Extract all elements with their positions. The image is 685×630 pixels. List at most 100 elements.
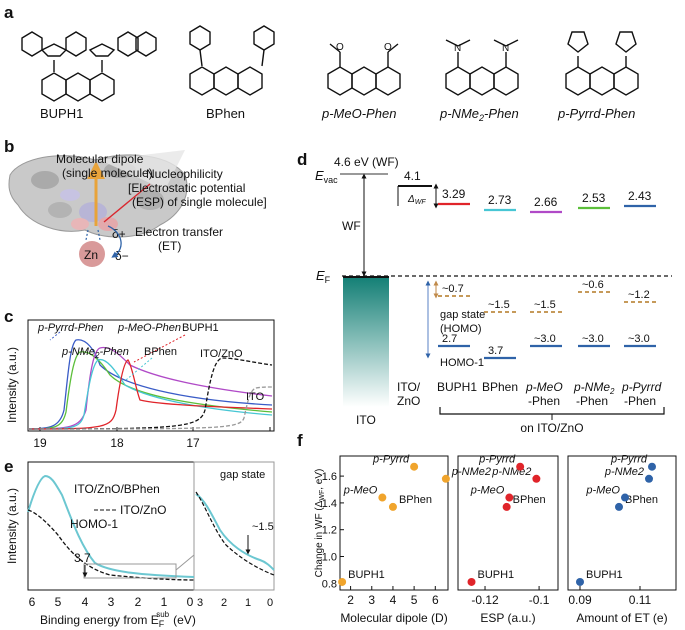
- label-bphen: BPhen: [144, 346, 177, 358]
- gap-value-2: ~1.5: [488, 299, 510, 311]
- point-label-p-MeO: p-MeO: [585, 485, 620, 497]
- evac-label: Evac: [315, 168, 338, 185]
- spectrum-itozno: [27, 357, 273, 430]
- e-inset-xtick-3: 3: [197, 597, 203, 609]
- legend-bphen: ITO/ZnO/BPhen: [74, 482, 160, 496]
- homo1-value-4: ~3.0: [582, 333, 604, 345]
- point-p-NMe2: [645, 474, 653, 483]
- nucleo-label-1: Nucleophilicity: [146, 167, 223, 181]
- col-label-itozno-1: ITO/: [397, 380, 421, 394]
- xtick-label: 6: [432, 593, 439, 607]
- label-nme2: p-NMe2-Phen: [61, 346, 129, 360]
- panel-e-inset-frame: [193, 461, 275, 591]
- molecule-name-p-pyrrd-phen: p-Pyrrd-Phen: [557, 106, 635, 121]
- point-p-Pyrrd: [410, 462, 419, 471]
- panel-c-xtick-19: 19: [33, 436, 47, 450]
- wf-label: WF: [342, 219, 361, 233]
- col-label-pyrrd-2: -Phen: [624, 394, 656, 408]
- panel-label-a: a: [4, 3, 14, 22]
- spectrum-buph1: [27, 359, 273, 430]
- label-gap-state-e: gap state: [220, 469, 265, 481]
- atom-o-left: O: [336, 42, 344, 53]
- molecule-name-bphen: BPhen: [206, 106, 245, 121]
- point-p-MeO: [378, 493, 387, 502]
- homo1-value-3: ~3.0: [534, 333, 556, 345]
- xtick-label: 3: [368, 593, 375, 607]
- xtick-label: -0.1: [529, 593, 550, 607]
- molecule-name-p-nme2-phen: p-NMe2-Phen: [439, 106, 519, 123]
- panel-e-xlabel: Binding energy from EFsub (eV): [40, 610, 196, 629]
- label-ito: ITO: [246, 391, 265, 403]
- gap-value-4: ~0.6: [582, 279, 604, 291]
- col-label-meo-1: p-MeO: [525, 380, 563, 394]
- ytick-label: 1.6: [322, 471, 337, 483]
- chart-xlabel-2: ESP (a.u.): [480, 611, 535, 625]
- et-label-2: (ET): [158, 239, 181, 253]
- e-xtick-6: 6: [29, 595, 36, 609]
- col-label-nme2-1: p-NMe2: [573, 380, 615, 396]
- atom-n-right: N: [502, 43, 509, 54]
- homo1-label-d: HOMO-1: [440, 357, 484, 369]
- zno-wf-value: 4.1: [404, 169, 421, 183]
- zoom-box: [83, 563, 177, 579]
- col-label-itozno-2: ZnO: [397, 394, 420, 408]
- molecule-p-meo-phen: [327, 43, 401, 96]
- ytick-label: 1.0: [322, 552, 337, 564]
- spectrum-e-bphen: [27, 474, 195, 578]
- wf-value-3: 2.66: [534, 195, 558, 209]
- molecule-p-pyrrd-phen: [565, 31, 639, 96]
- e-inset-xtick-1: 1: [245, 597, 251, 609]
- chart-frame-3: [567, 455, 677, 591]
- point-label-BPhen: BPhen: [625, 494, 658, 506]
- molecule-name-p-meo-phen: p-MeO-Phen: [321, 106, 396, 121]
- spectrum-e-inset-bphen: [195, 493, 275, 571]
- atom-o-right: O: [384, 42, 392, 53]
- wf-value-1: 3.29: [442, 187, 466, 201]
- point-BUPH1: [467, 577, 476, 586]
- scatter-chart-3: 0.09 0.11 Amount of ET (e) BUPH1 BPhen p-MeO p…: [567, 454, 677, 625]
- panel-f-ylabel: Change in WF (ΔWF, eV): [314, 469, 326, 578]
- xtick-label: 0.09: [568, 593, 592, 607]
- point-BPhen: [502, 502, 511, 511]
- molecule-buph1: [21, 31, 157, 102]
- point-label-p-MeO: p-MeO: [470, 485, 505, 497]
- e-xtick-2: 2: [135, 595, 142, 609]
- homo1-value-2: 3.7: [488, 345, 503, 357]
- label-itozno: ITO/ZnO: [200, 348, 243, 360]
- gap-value-1: ~0.7: [442, 283, 464, 295]
- chart-frame-2: [457, 455, 559, 591]
- point-label-p-NMe2: p-NMe2: [491, 466, 531, 478]
- point-BPhen: [388, 502, 397, 511]
- e-xtick-1: 1: [161, 595, 168, 609]
- ito-label: ITO: [356, 413, 376, 427]
- point-p-MeO: [505, 493, 514, 502]
- gap-state-label-2: (HOMO): [440, 323, 482, 335]
- panel-label-c: c: [4, 307, 13, 326]
- ytick-label: 1.4: [322, 498, 337, 510]
- label-homo1-e: HOMO-1: [70, 517, 118, 531]
- spectrum-e-itozno: [27, 509, 195, 581]
- label-meo: p-MeO-Phen: [117, 322, 181, 334]
- wf-value-5: 2.43: [628, 189, 652, 203]
- molecule-bphen: [189, 25, 275, 96]
- e-xtick-3: 3: [108, 595, 115, 609]
- panel-label-d: d: [297, 150, 307, 169]
- ytick-label: 1.2: [322, 525, 337, 537]
- nucleo-label-2: [Electrostatic potential: [128, 181, 245, 195]
- label-buph1: BUPH1: [182, 322, 219, 334]
- panel-label-e: e: [4, 457, 13, 476]
- point-BUPH1: [338, 577, 347, 586]
- e-xtick-0: 0: [187, 595, 194, 609]
- molecule-name-buph1: BUPH1: [40, 106, 83, 121]
- point-BUPH1: [576, 577, 584, 586]
- col-label-nme2-2: -Phen: [576, 394, 608, 408]
- molecule-surface-illustration: [8, 150, 188, 238]
- e-inset-xtick-2: 2: [221, 597, 227, 609]
- nucleo-pointer: [103, 183, 151, 223]
- bracket: [439, 407, 665, 415]
- et-label-1: Electron transfer: [135, 225, 223, 239]
- panel-c-xtick-17: 17: [186, 436, 200, 450]
- homo1-value-1: 2.7: [442, 333, 457, 345]
- scatter-chart-2: -0.12 -0.1 ESP (a.u.) BUPH1 BPhen p-MeO p-NMe2…: [457, 454, 559, 625]
